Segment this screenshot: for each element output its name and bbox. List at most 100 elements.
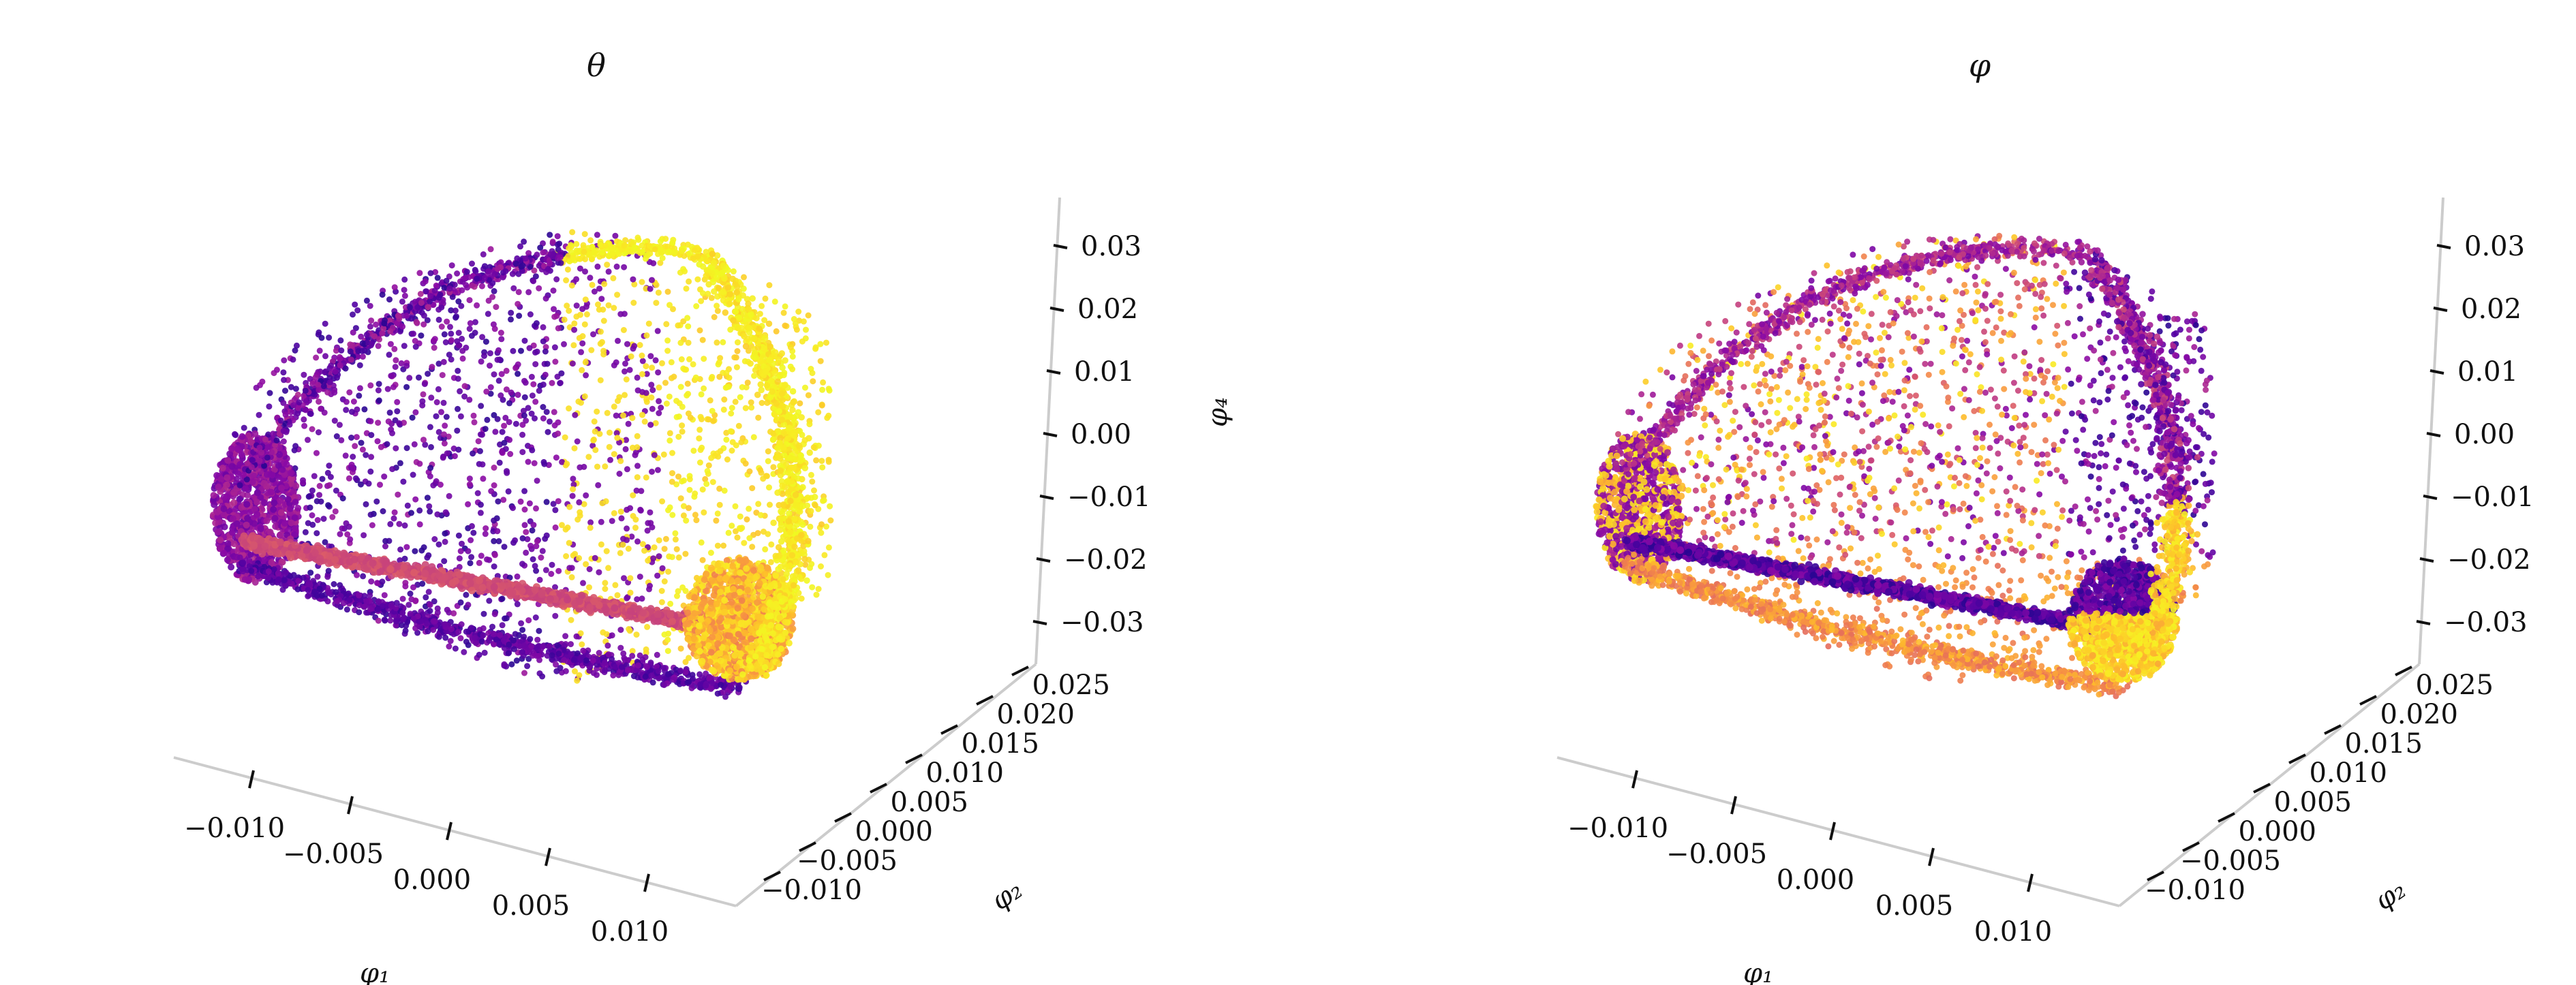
scatter-point xyxy=(535,653,542,659)
scatter-point xyxy=(269,471,276,479)
scatter-point xyxy=(818,563,824,569)
scatter-point xyxy=(243,521,250,529)
scatter-point xyxy=(547,418,553,425)
scatter-point xyxy=(546,643,553,650)
scatter-point xyxy=(646,586,652,593)
scatter-point xyxy=(448,262,455,269)
scatter-point xyxy=(333,598,340,604)
scatter-point xyxy=(675,473,681,480)
scatter-point xyxy=(461,393,468,400)
scatter-point xyxy=(343,407,350,413)
scatter-point xyxy=(517,498,524,505)
scatter-point xyxy=(632,525,639,531)
scatter-point xyxy=(684,315,691,322)
scatter-point xyxy=(552,507,559,514)
scatter-point xyxy=(361,593,368,599)
scatter-point xyxy=(480,610,487,617)
scatter-point xyxy=(728,410,735,417)
scatter-point xyxy=(494,528,501,535)
scatter-point xyxy=(322,353,328,360)
scatter-point xyxy=(278,484,285,492)
scatter-point xyxy=(573,276,580,283)
scatter-point xyxy=(491,371,497,378)
scatter-point xyxy=(656,398,662,405)
scatter-point xyxy=(703,480,710,487)
scatter-point xyxy=(532,273,539,280)
scatter-point xyxy=(437,482,444,488)
scatter-point xyxy=(725,384,732,390)
scatter-point xyxy=(496,459,503,466)
scatter-point xyxy=(624,537,630,544)
scatter-point xyxy=(421,381,428,388)
scatter-point xyxy=(394,398,401,405)
scatter-point xyxy=(632,452,639,458)
scatter-point xyxy=(273,366,280,373)
scatter-point xyxy=(441,558,448,565)
scatter-point xyxy=(825,412,832,419)
scatter-point xyxy=(743,516,750,522)
scatter-point xyxy=(551,306,557,313)
scatter-point xyxy=(675,433,682,440)
scatter-point xyxy=(430,627,437,634)
scatter-point xyxy=(571,445,578,452)
scatter-point xyxy=(424,554,431,561)
scatter-point xyxy=(596,307,602,313)
scatter-point xyxy=(456,555,463,562)
scatter-point xyxy=(318,405,324,412)
scatter-point xyxy=(320,516,327,522)
scatter-point xyxy=(375,343,382,349)
scatter-point xyxy=(651,544,658,551)
scatter-point xyxy=(733,364,740,371)
scatter-point xyxy=(442,422,448,429)
scatter-point xyxy=(354,572,360,578)
scatter-point xyxy=(356,392,363,399)
scatter-point xyxy=(494,356,501,363)
scatter-point xyxy=(647,285,654,292)
scatter-point xyxy=(757,467,764,473)
scatter-point xyxy=(672,536,679,543)
scatter-point xyxy=(652,357,659,364)
scatter-point xyxy=(571,320,578,327)
scatter-point xyxy=(542,371,549,378)
scatter-point xyxy=(519,449,526,456)
scatter-point xyxy=(730,268,737,275)
scatter-point xyxy=(540,324,547,330)
scatter-point xyxy=(624,595,630,601)
scatter-point xyxy=(466,326,473,332)
scatter-point xyxy=(367,606,373,612)
scatter-point xyxy=(666,437,673,444)
scatter-point xyxy=(532,614,539,621)
scatter-point xyxy=(294,586,301,593)
scatter-point xyxy=(425,589,432,595)
scatter-point xyxy=(568,641,574,648)
scatter-point xyxy=(499,448,506,455)
scatter-point xyxy=(215,529,222,535)
scatter-point xyxy=(699,674,705,681)
scatter-point xyxy=(540,338,547,345)
scatter-point xyxy=(463,344,470,351)
scatter-point xyxy=(339,525,346,532)
scatter-point xyxy=(309,487,316,494)
scatter-point xyxy=(390,384,397,390)
scatter-point xyxy=(805,392,812,398)
scatter-point xyxy=(659,498,666,505)
scatter-point xyxy=(388,602,395,609)
scatter-point xyxy=(495,347,502,354)
scatter-point xyxy=(589,281,596,288)
scatter-point xyxy=(606,443,613,450)
scatter-point xyxy=(515,371,521,377)
scatter-point xyxy=(825,458,832,465)
scatter-point xyxy=(346,597,353,604)
scatter-point xyxy=(637,507,644,514)
scatter-point xyxy=(669,470,675,477)
scatter-point xyxy=(538,554,545,561)
scatter-point xyxy=(515,289,522,296)
scatter-point xyxy=(552,524,559,531)
scatter-point xyxy=(411,441,418,448)
scatter-point xyxy=(361,532,367,539)
scatter-point xyxy=(545,428,551,435)
scatter-point xyxy=(302,529,309,535)
scatter-point xyxy=(386,409,393,416)
scatter-point xyxy=(301,422,308,429)
